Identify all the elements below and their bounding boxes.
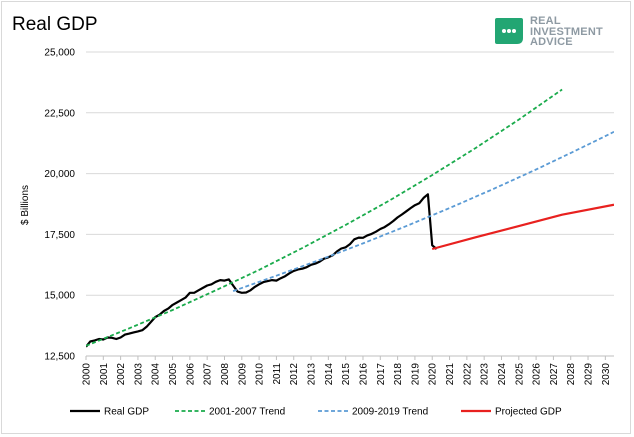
series-line-real-gdp [86, 193, 438, 348]
y-tick-label: 22,500 [44, 108, 75, 119]
y-tick-label: 17,500 [44, 230, 75, 241]
x-tick-label: 2029 [584, 363, 595, 386]
x-tick-label: 2013 [307, 363, 318, 386]
legend-label: 2009-2019 Trend [352, 407, 428, 418]
x-tick-label: 2002 [116, 363, 127, 386]
x-tick-label: 2019 [410, 363, 421, 386]
x-tick-label: 2011 [272, 363, 283, 385]
y-tick-label: 12,500 [44, 352, 75, 363]
legend-label: 2001-2007 Trend [209, 407, 285, 418]
x-tick-label: 2017 [376, 363, 387, 386]
x-tick-label: 2014 [324, 363, 335, 386]
x-tick-label: 2016 [358, 363, 369, 386]
y-tick-label: 15,000 [44, 291, 75, 302]
x-tick-label: 2015 [341, 363, 352, 386]
y-tick-label: 25,000 [44, 48, 75, 59]
y-tick-label: 20,000 [44, 169, 75, 180]
x-tick-label: 2000 [82, 363, 93, 386]
x-tick-label: 2009 [237, 363, 248, 386]
series-lines [86, 88, 614, 348]
x-tick-label: 2030 [601, 363, 612, 386]
x-tick-label: 2001 [99, 363, 110, 386]
x-tick-label: 2003 [133, 363, 144, 386]
logo-line-1: REAL [530, 15, 561, 27]
legend-label: Real GDP [104, 407, 149, 418]
x-tick-label: 2022 [462, 363, 473, 386]
y-axis-label: $ Billions [20, 185, 31, 225]
brand-logo: REAL INVESTMENT ADVICE [494, 16, 620, 48]
x-tick-label: 2006 [185, 363, 196, 386]
x-tick-label: 2008 [220, 363, 231, 386]
logo-text: REAL INVESTMENT ADVICE [530, 16, 603, 48]
x-tick-label: 2026 [532, 363, 543, 386]
x-tick-label: 2012 [289, 363, 300, 386]
y-axis-ticks: 12,500 15,000 17,500 20,000 22,500 25,000 [44, 48, 75, 363]
legend: Real GDP 2001-2007 Trend 2009-2019 Trend Pr… [70, 407, 562, 418]
x-tick-label: 2010 [255, 363, 266, 386]
series-line-2001-2007-trend [86, 88, 563, 347]
x-tick-label: 2027 [549, 363, 560, 386]
legend-label: Projected GDP [495, 407, 562, 418]
x-tick-label: 2007 [203, 363, 214, 386]
logo-line-2: INVESTMENT [530, 25, 603, 38]
x-tick-label: 2005 [168, 363, 179, 386]
x-axis-ticks: 2000 2001 2002 2003 2004 2005 2006 2007 2008 2009… [82, 356, 612, 385]
x-tick-label: 2004 [151, 363, 162, 386]
x-tick-label: 2020 [428, 363, 439, 386]
x-tick-label: 2023 [480, 363, 491, 386]
logo-badge-icon [495, 18, 523, 44]
x-tick-label: 2024 [497, 363, 508, 386]
x-tick-label: 2018 [393, 363, 404, 386]
logo-line-3: ADVICE [530, 36, 573, 48]
x-tick-label: 2025 [514, 363, 525, 386]
chart-title: Real GDP [12, 14, 98, 35]
x-tick-label: 2028 [566, 363, 577, 386]
gridlines [86, 51, 614, 296]
x-tick-label: 2021 [445, 363, 456, 386]
series-line-projected-gdp [431, 203, 614, 251]
series-line-2009-2019-trend [232, 130, 614, 292]
